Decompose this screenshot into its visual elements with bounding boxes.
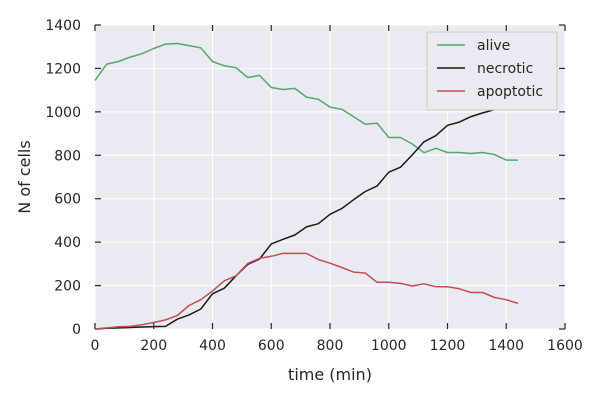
- legend-label-alive: alive: [477, 38, 510, 54]
- x-tick-label: 0: [91, 338, 100, 354]
- x-tick-label: 400: [199, 338, 226, 354]
- x-tick-label: 1400: [488, 338, 524, 354]
- x-tick-label: 800: [317, 338, 344, 354]
- y-tick-label: 800: [54, 148, 81, 164]
- x-axis-title: time (min): [288, 365, 372, 384]
- x-tick-label: 1600: [547, 338, 583, 354]
- series-lines: [94, 42, 519, 330]
- legend: alive necrotic apoptotic: [426, 31, 558, 111]
- tick-labels: 0 200 400 600 800 1000 1200 1400 1600 0 200 400 600 8…: [45, 18, 582, 354]
- series-line-apoptotic: [94, 252, 519, 330]
- y-tick-label: 0: [72, 322, 81, 338]
- x-tick-label: 1200: [430, 338, 466, 354]
- x-tick-label: 600: [258, 338, 285, 354]
- y-tick-label: 1200: [45, 61, 81, 77]
- y-tick-label: 600: [54, 192, 81, 208]
- y-axis-title: N of cells: [15, 140, 34, 213]
- x-tick-label: 1000: [371, 338, 407, 354]
- y-tick-label: 400: [54, 235, 81, 251]
- y-tick-label: 1400: [45, 18, 81, 34]
- y-tick-label: 200: [54, 279, 81, 295]
- series-line-necrotic: [94, 98, 519, 330]
- legend-label-apoptotic: apoptotic: [477, 84, 543, 100]
- y-tick-label: 1000: [45, 105, 81, 121]
- legend-label-necrotic: necrotic: [477, 61, 533, 77]
- x-tick-label: 200: [140, 338, 167, 354]
- series-line-alive: [94, 42, 518, 161]
